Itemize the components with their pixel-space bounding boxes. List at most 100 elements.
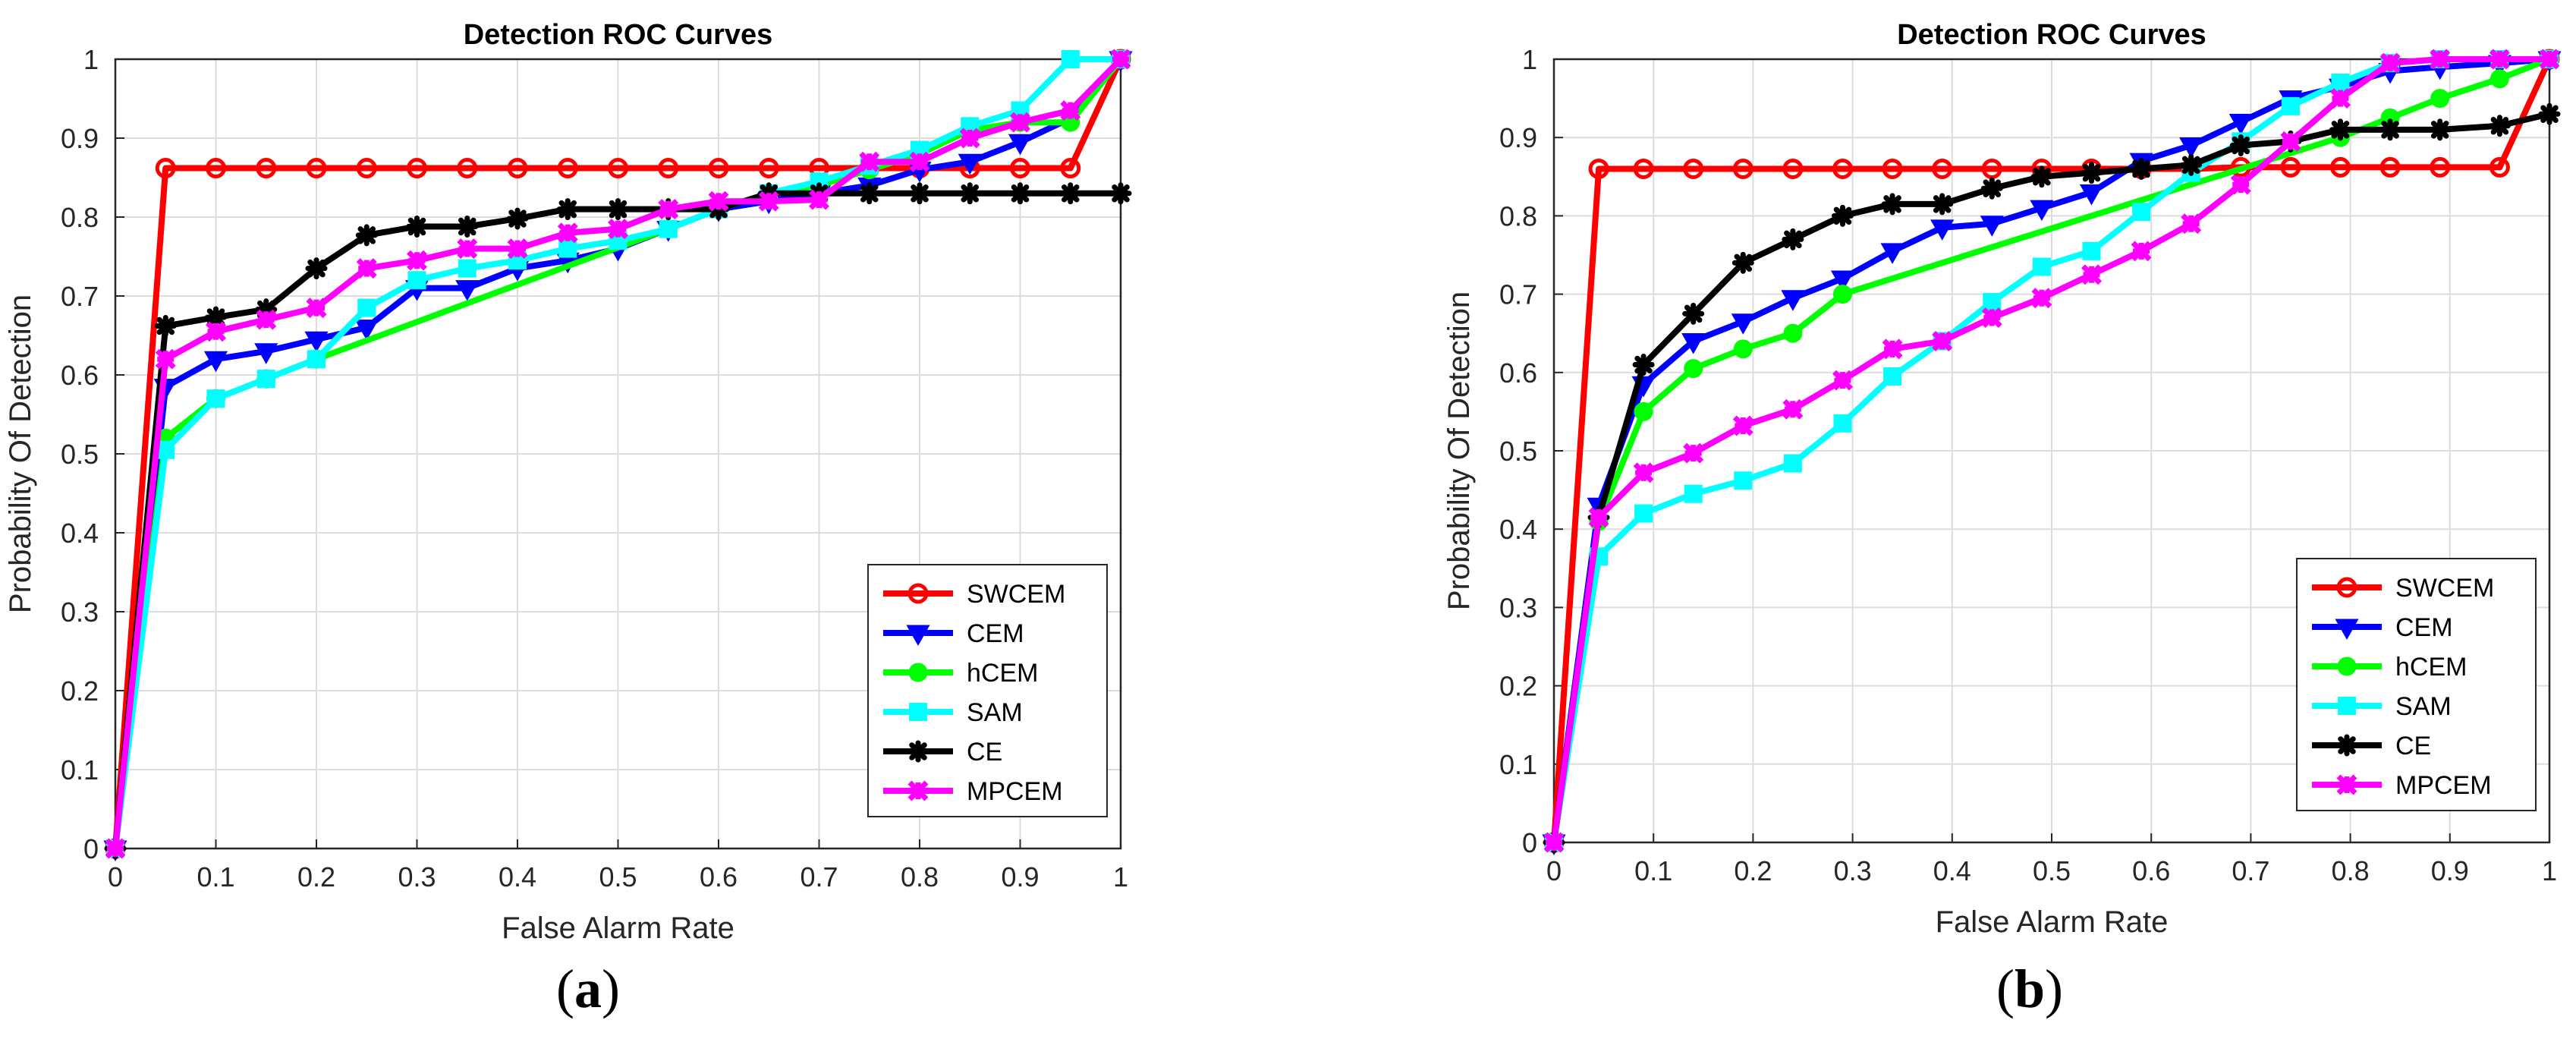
data-point-mpcem-core [1063, 103, 1077, 118]
data-point-swcem [608, 158, 628, 179]
data-point-swcem [758, 158, 779, 179]
data-point-hcem [2430, 89, 2450, 109]
data-point-sam [1061, 50, 1080, 68]
data-point-mpcem-core [712, 194, 725, 208]
data-point-cem [2079, 184, 2104, 206]
data-point-swcem [1010, 158, 1030, 179]
y-tick-label: 0.4 [1499, 514, 1537, 545]
data-point-ce [908, 182, 931, 205]
data-point-mpcem-core [963, 131, 977, 145]
x-axis-label: False Alarm Rate [1936, 905, 2169, 939]
data-point-sam [1983, 292, 2002, 311]
x-tick-label: 0.1 [197, 861, 234, 893]
data-point-cem [254, 343, 278, 364]
roc-chart-b: 0 0.1 0.2 0.3 0.4 0.5 0.6 0.7 0.8 0.9 1 0 0.1 0.2 0.3 0… [1442, 19, 2562, 939]
data-point-sam [407, 271, 426, 290]
data-point-mpcem-core [1686, 446, 1700, 460]
data-point-swcem [1732, 158, 1754, 179]
data-point-cem [1930, 219, 1955, 241]
data-point-cem [1830, 270, 1855, 292]
data-point-cem [1980, 216, 2004, 237]
roc-chart-a: 0 0.1 0.2 0.3 0.4 0.5 0.6 0.7 0.8 0.9 1 0 0.1 0.2 0.3 0… [4, 19, 1133, 945]
data-point-ce [2329, 118, 2351, 141]
data-point-ce [1881, 193, 1904, 216]
data-point-swcem [1060, 158, 1081, 179]
data-point-ce [2538, 102, 2561, 125]
data-point-swcem [407, 158, 427, 179]
data-point-swcem [1832, 158, 1853, 179]
data-point-swcem [557, 158, 578, 179]
data-point-mpcem-core [661, 202, 675, 216]
data-point-swcem [658, 158, 679, 179]
data-point-ce [355, 224, 378, 247]
legend-label: SAM [967, 698, 1023, 727]
x-tick-label: 0.6 [700, 861, 738, 893]
data-point-hcem [2490, 69, 2509, 89]
data-point-cem [2030, 200, 2054, 222]
legend-label: MPCEM [2395, 771, 2492, 800]
data-point-ce [2180, 153, 2203, 176]
data-point-mpcem-core [611, 222, 625, 236]
data-point-sam [1634, 504, 1653, 523]
legend-marker-hcem [2337, 656, 2357, 676]
data-point-mpcem-core [561, 226, 575, 240]
x-tick-label: 0.2 [297, 861, 335, 893]
data-point-ce [305, 257, 328, 280]
y-tick-label: 0.9 [61, 123, 99, 154]
data-point-sam [2281, 96, 2300, 115]
data-point-ce [2429, 118, 2452, 141]
data-point-ce [556, 198, 579, 221]
data-point-mpcem-core [310, 301, 323, 315]
data-point-cem [354, 320, 379, 341]
data-point-ce [607, 198, 629, 221]
x-tick-label: 0.4 [499, 861, 536, 893]
data-point-mpcem-core [1592, 510, 1606, 524]
legend-marker-cem [906, 625, 930, 647]
legend-marker-sam [909, 703, 927, 721]
data-point-mpcem-core [2383, 56, 2397, 70]
data-point-mpcem-core [2543, 52, 2556, 66]
data-point-ce [1731, 251, 1754, 274]
data-point-sam [1833, 414, 1852, 433]
data-point-mpcem-core [1935, 334, 1949, 348]
y-axis-label: Probability Of Detection [1442, 291, 1476, 610]
chart-panel-b: 0 0.1 0.2 0.3 0.4 0.5 0.6 0.7 0.8 0.9 1 0 0.1 0.2 0.3 0… [1438, 0, 2576, 1061]
data-point-ce [456, 215, 479, 238]
data-point-ce [1682, 302, 1705, 325]
data-point-sam [307, 350, 326, 369]
data-point-sam [206, 389, 225, 408]
y-tick-label: 0.4 [61, 518, 99, 549]
x-tick-label: 0.8 [2332, 855, 2370, 886]
x-tick-label: 0.4 [1933, 855, 1971, 886]
data-point-mpcem-core [913, 155, 926, 168]
y-tick-label: 1 [83, 44, 99, 75]
data-point-hcem [1832, 285, 1852, 304]
x-tick-label: 0.3 [398, 861, 436, 893]
data-point-ce [154, 315, 177, 338]
legend-marker-mpcem-core [2340, 778, 2354, 792]
data-point-sam [357, 298, 376, 317]
data-point-swcem [155, 158, 176, 179]
data-point-sam [1883, 367, 1902, 386]
series-line-hcem [1551, 56, 2551, 843]
legend-marker-ce [2335, 734, 2358, 757]
data-point-ce [1632, 353, 1655, 376]
y-tick-label: 0.2 [61, 675, 99, 707]
data-point-sam [1684, 484, 1703, 503]
data-point-sam [1783, 454, 1802, 473]
series-sam [106, 50, 1130, 858]
data-point-ce [858, 182, 881, 205]
legend-label: CEM [967, 619, 1024, 648]
data-point-cem [1681, 333, 1706, 354]
data-point-ce [1059, 182, 1082, 205]
data-point-mpcem-core [1637, 466, 1650, 480]
x-tick-label: 0.7 [800, 861, 838, 893]
data-point-swcem [2280, 156, 2301, 178]
data-point-swcem [1882, 158, 1903, 179]
legend: SWCEM CEM hCEM SAM CE MPCEM [867, 564, 1108, 817]
data-point-ce [2130, 157, 2153, 180]
data-point-swcem [507, 158, 528, 179]
data-point-ce [2030, 165, 2053, 188]
legend-label: hCEM [967, 659, 1038, 688]
y-tick-label: 0.5 [61, 439, 99, 470]
